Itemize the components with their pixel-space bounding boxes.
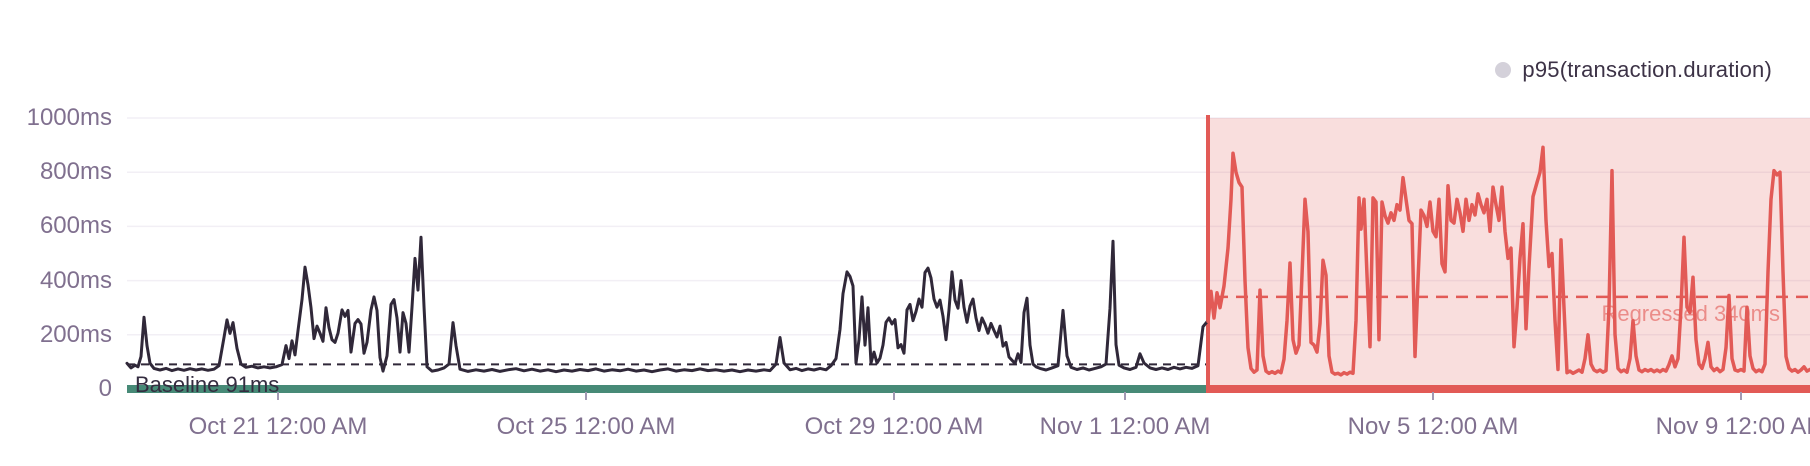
baseline-annotation: Baseline 91ms	[135, 372, 280, 397]
x-axis-label: Nov 1 12:00 AM	[1039, 413, 1211, 440]
y-axis-label: 800ms	[39, 158, 112, 186]
x-axis-label: Nov 5 12:00 AM	[1347, 413, 1519, 440]
y-axis-label: 600ms	[39, 212, 112, 240]
x-axis-label: Oct 29 12:00 AM	[804, 413, 984, 440]
y-axis-label: 1000ms	[26, 104, 112, 131]
y-axis-label: 200ms	[39, 320, 112, 348]
legend-label: p95(transaction.duration)	[1522, 57, 1772, 82]
regressed-period-bar	[1208, 385, 1810, 393]
regressed-annotation: Regressed 340ms	[1601, 301, 1780, 326]
x-axis-label: Oct 21 12:00 AM	[188, 413, 368, 440]
regressed-series-line	[1206, 145, 1810, 377]
baseline-series-line	[125, 235, 1209, 374]
legend-item-p95[interactable]: p95(transaction.duration)	[1495, 57, 1772, 83]
y-axis-label: 0	[98, 375, 112, 402]
legend-marker-icon	[1495, 62, 1512, 78]
y-axis-label: 400ms	[39, 266, 112, 294]
x-axis-label: Oct 25 12:00 AM	[496, 413, 676, 440]
baseline-period-bar	[127, 385, 1208, 393]
x-axis-label: Nov 9 12:00 AM	[1655, 413, 1810, 440]
